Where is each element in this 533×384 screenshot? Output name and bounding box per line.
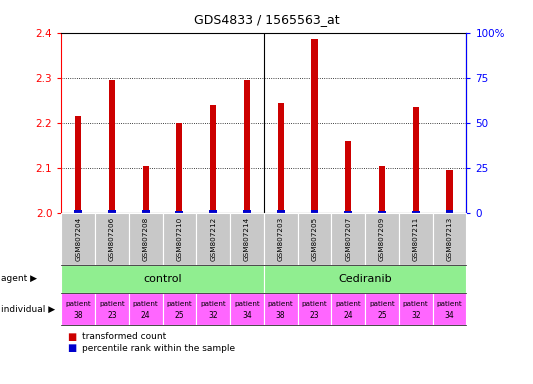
Text: transformed count: transformed count — [82, 332, 166, 341]
Text: GSM807203: GSM807203 — [278, 217, 284, 261]
Text: percentile rank within the sample: percentile rank within the sample — [82, 344, 235, 353]
Text: 23: 23 — [107, 311, 117, 320]
Text: patient: patient — [369, 301, 395, 307]
Text: patient: patient — [66, 301, 91, 307]
Bar — [244, 80, 250, 213]
Bar — [176, 123, 182, 213]
Text: 25: 25 — [377, 311, 387, 320]
Text: GSM807208: GSM807208 — [143, 217, 149, 261]
Text: patient: patient — [403, 301, 429, 307]
Bar — [412, 211, 419, 213]
Text: GSM807214: GSM807214 — [244, 217, 250, 261]
Text: GSM807212: GSM807212 — [210, 217, 216, 261]
Bar — [210, 105, 216, 213]
Bar — [345, 141, 351, 213]
Text: 34: 34 — [242, 311, 252, 320]
Bar — [109, 80, 115, 213]
Bar — [108, 210, 116, 213]
Text: 25: 25 — [175, 311, 184, 320]
Text: GSM807209: GSM807209 — [379, 217, 385, 261]
Bar — [413, 107, 419, 213]
Bar — [447, 170, 453, 213]
Text: GSM807205: GSM807205 — [311, 217, 318, 261]
Text: 24: 24 — [141, 311, 150, 320]
Text: 32: 32 — [411, 311, 421, 320]
Bar — [311, 40, 318, 213]
Text: 23: 23 — [310, 311, 319, 320]
Bar — [379, 166, 385, 213]
Bar — [209, 210, 217, 213]
Text: 34: 34 — [445, 311, 454, 320]
Text: patient: patient — [437, 301, 462, 307]
Text: patient: patient — [167, 301, 192, 307]
Text: patient: patient — [200, 301, 226, 307]
Bar — [75, 116, 81, 213]
Text: 38: 38 — [74, 311, 83, 320]
Bar — [143, 166, 149, 213]
Text: Cediranib: Cediranib — [338, 274, 392, 284]
Text: agent ▶: agent ▶ — [1, 274, 37, 283]
Text: GSM807206: GSM807206 — [109, 217, 115, 261]
Text: patient: patient — [302, 301, 327, 307]
Text: GSM807207: GSM807207 — [345, 217, 351, 261]
Text: patient: patient — [268, 301, 294, 307]
Text: 32: 32 — [208, 311, 218, 320]
Text: GSM807210: GSM807210 — [176, 217, 182, 261]
Text: patient: patient — [99, 301, 125, 307]
Bar — [175, 211, 183, 213]
Text: 38: 38 — [276, 311, 286, 320]
Bar — [278, 103, 284, 213]
Text: ■: ■ — [67, 332, 76, 342]
Text: patient: patient — [335, 301, 361, 307]
Bar — [74, 210, 82, 213]
Text: GDS4833 / 1565563_at: GDS4833 / 1565563_at — [193, 13, 340, 26]
Bar — [344, 211, 352, 213]
Text: patient: patient — [234, 301, 260, 307]
Bar — [243, 210, 251, 213]
Text: GSM807211: GSM807211 — [413, 217, 419, 261]
Text: patient: patient — [133, 301, 158, 307]
Text: 24: 24 — [343, 311, 353, 320]
Bar — [378, 211, 386, 213]
Bar — [446, 210, 454, 213]
Text: ■: ■ — [67, 343, 76, 353]
Bar — [311, 210, 318, 213]
Text: GSM807213: GSM807213 — [447, 217, 453, 261]
Bar — [277, 210, 285, 213]
Text: individual ▶: individual ▶ — [1, 305, 55, 313]
Text: control: control — [143, 274, 182, 284]
Text: GSM807204: GSM807204 — [75, 217, 81, 261]
Bar — [142, 210, 150, 213]
